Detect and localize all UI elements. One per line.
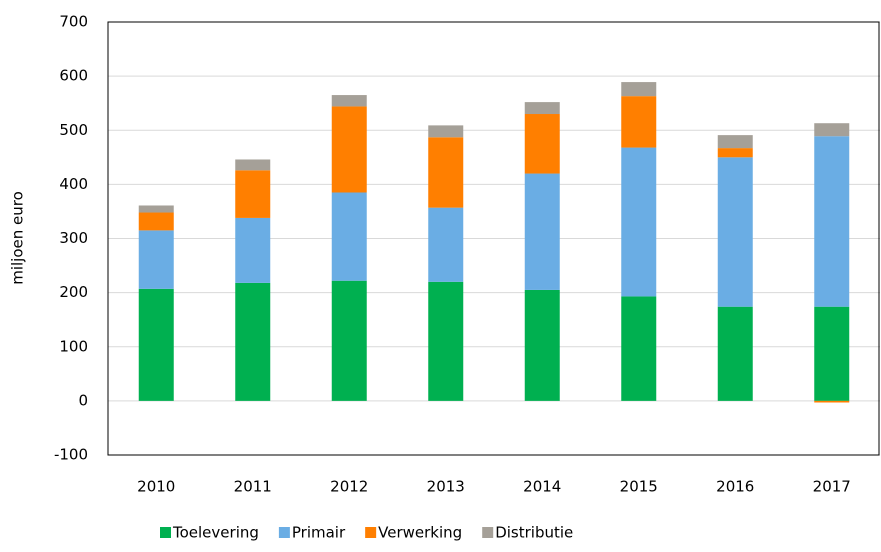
y-axis-title: miljoen euro xyxy=(9,191,27,285)
bar-segment xyxy=(717,135,753,149)
bar-segment xyxy=(331,106,367,193)
bar-segment xyxy=(428,281,464,401)
legend-label: Toelevering xyxy=(172,524,259,542)
legend-label: Distributie xyxy=(495,524,573,542)
bar-segment xyxy=(428,125,464,138)
y-tick-label: 300 xyxy=(59,229,88,247)
x-tick-label: 2016 xyxy=(716,478,754,496)
bar-segment xyxy=(814,123,850,137)
y-tick-label: 0 xyxy=(78,391,88,409)
bar-segment xyxy=(331,280,367,401)
bar-segment xyxy=(331,95,367,107)
legend-label: Primair xyxy=(292,524,346,542)
legend-swatch xyxy=(482,527,494,538)
bar-segment xyxy=(138,230,174,289)
bar-segment xyxy=(235,282,271,401)
bar-segment xyxy=(717,148,753,158)
bar-segment xyxy=(814,136,850,307)
y-tick-label: 100 xyxy=(59,337,88,355)
bar-segment xyxy=(717,157,753,307)
y-tick-label: 500 xyxy=(59,121,88,139)
y-tick-label: -100 xyxy=(54,446,88,464)
y-tick-label: 400 xyxy=(59,175,88,193)
bar-segment xyxy=(524,173,560,290)
x-tick-label: 2013 xyxy=(427,478,465,496)
bar-segment xyxy=(621,96,657,148)
y-tick-label: 200 xyxy=(59,283,88,301)
bar-segment xyxy=(621,82,657,97)
bar-segment xyxy=(428,207,464,282)
legend-swatch xyxy=(160,527,171,538)
bar-segment xyxy=(235,170,271,218)
y-tick-label: 600 xyxy=(59,67,88,85)
bar-segment xyxy=(235,217,271,283)
plot-frame xyxy=(107,21,880,456)
legend-label: Verwerking xyxy=(378,524,462,542)
bar-segment xyxy=(331,192,367,281)
bar-segment xyxy=(428,137,464,208)
legend-swatch xyxy=(278,527,290,538)
y-tick-label: 700 xyxy=(59,13,88,31)
x-tick-label: 2014 xyxy=(523,478,561,496)
bar-segment xyxy=(621,147,657,297)
legend-swatch xyxy=(365,527,377,538)
bar-segment xyxy=(814,306,850,401)
bar-segment xyxy=(138,288,174,401)
bar-segment xyxy=(138,205,174,213)
x-tick-label: 2015 xyxy=(620,478,658,496)
bar-segment xyxy=(235,159,271,171)
x-tick-label: 2012 xyxy=(330,478,368,496)
bar-segment xyxy=(524,114,560,174)
bar-segment xyxy=(717,306,753,401)
bar-segment xyxy=(524,289,560,401)
bar-segment xyxy=(138,212,174,231)
bar-segment xyxy=(814,400,850,403)
x-tick-label: 2011 xyxy=(234,478,272,496)
bar-segment xyxy=(524,102,560,115)
bar-segment xyxy=(621,296,657,401)
x-tick-label: 2017 xyxy=(813,478,851,496)
x-tick-label: 2010 xyxy=(137,478,175,496)
